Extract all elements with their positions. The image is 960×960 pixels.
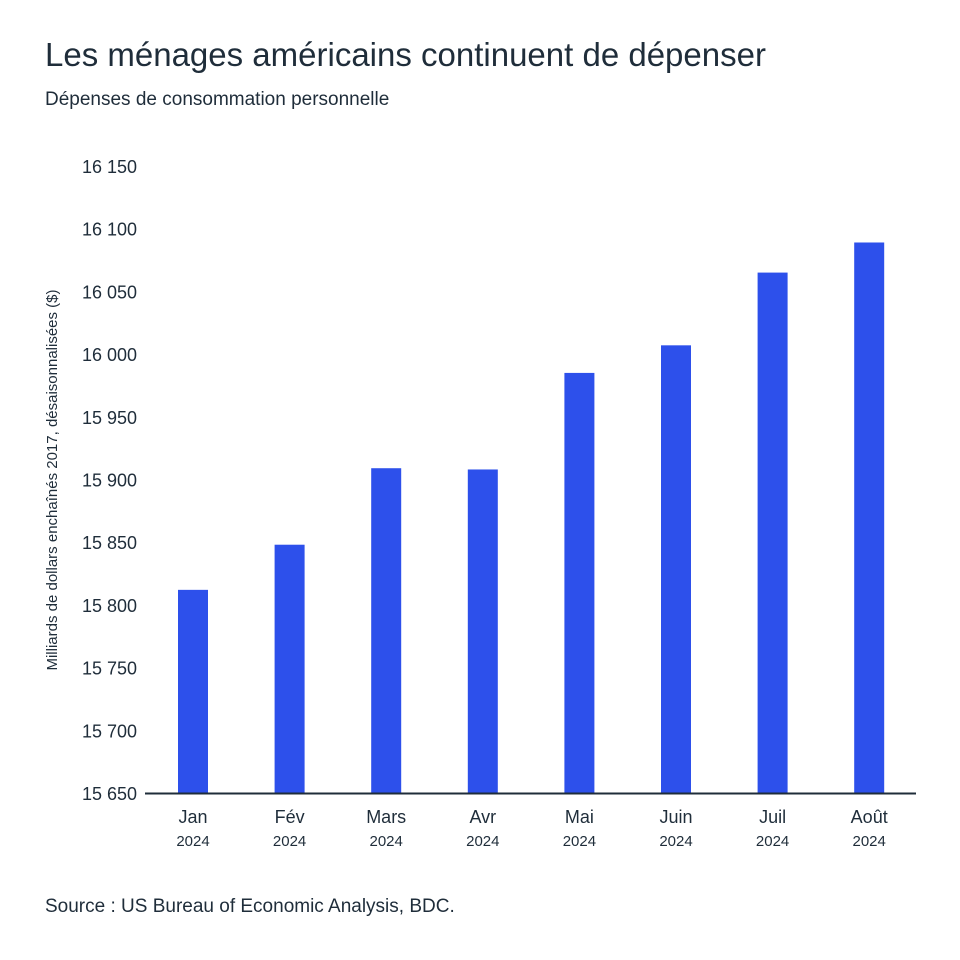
x-tick-label: Août: [851, 807, 888, 827]
x-tick-year: 2024: [466, 833, 499, 850]
y-tick-label: 16 100: [82, 220, 137, 240]
bar-juin: [661, 345, 691, 793]
chart-subtitle: Dépenses de consommation personnelle: [45, 89, 390, 110]
chart-title: Les ménages américains continuent de dép…: [45, 36, 766, 73]
bar-fév: [274, 544, 305, 793]
x-tick-label: Juil: [759, 807, 786, 827]
y-tick-label: 15 900: [82, 471, 137, 491]
y-tick-label: 15 650: [82, 784, 137, 804]
y-tick-label: 16 050: [82, 282, 137, 302]
y-tick-label: 15 950: [82, 408, 137, 428]
x-tick-year: 2024: [563, 833, 596, 850]
x-tick-year: 2024: [853, 833, 886, 850]
x-tick-year: 2024: [659, 833, 692, 850]
x-tick-label: Fév: [275, 807, 305, 827]
x-tick-label: Juin: [659, 807, 692, 827]
bar-août: [854, 242, 885, 793]
x-tick-label: Jan: [178, 807, 207, 827]
x-tick-year: 2024: [756, 833, 789, 850]
y-tick-label: 15 750: [82, 659, 137, 679]
y-tick-label: 15 700: [82, 721, 137, 741]
bar-mars: [371, 468, 402, 793]
y-tick-label: 16 000: [82, 345, 137, 365]
y-tick-label: 15 850: [82, 533, 137, 553]
bar-mai: [564, 372, 595, 793]
x-tick-label: Avr: [469, 807, 496, 827]
x-tick-year: 2024: [370, 833, 403, 850]
bar-avr: [467, 469, 498, 793]
y-tick-label: 15 800: [82, 596, 137, 616]
bar-jan: [178, 589, 208, 793]
x-tick-label: Mars: [366, 807, 406, 827]
x-tick-year: 2024: [176, 833, 209, 850]
source-note: Source : US Bureau of Economic Analysis,…: [45, 896, 455, 917]
y-tick-label: 16 150: [82, 157, 137, 177]
x-tick-label: Mai: [565, 807, 594, 827]
bar-juil: [757, 272, 788, 794]
x-tick-year: 2024: [273, 833, 306, 850]
y-axis-label: Milliards de dollars enchaînés 2017, dés…: [44, 289, 61, 670]
